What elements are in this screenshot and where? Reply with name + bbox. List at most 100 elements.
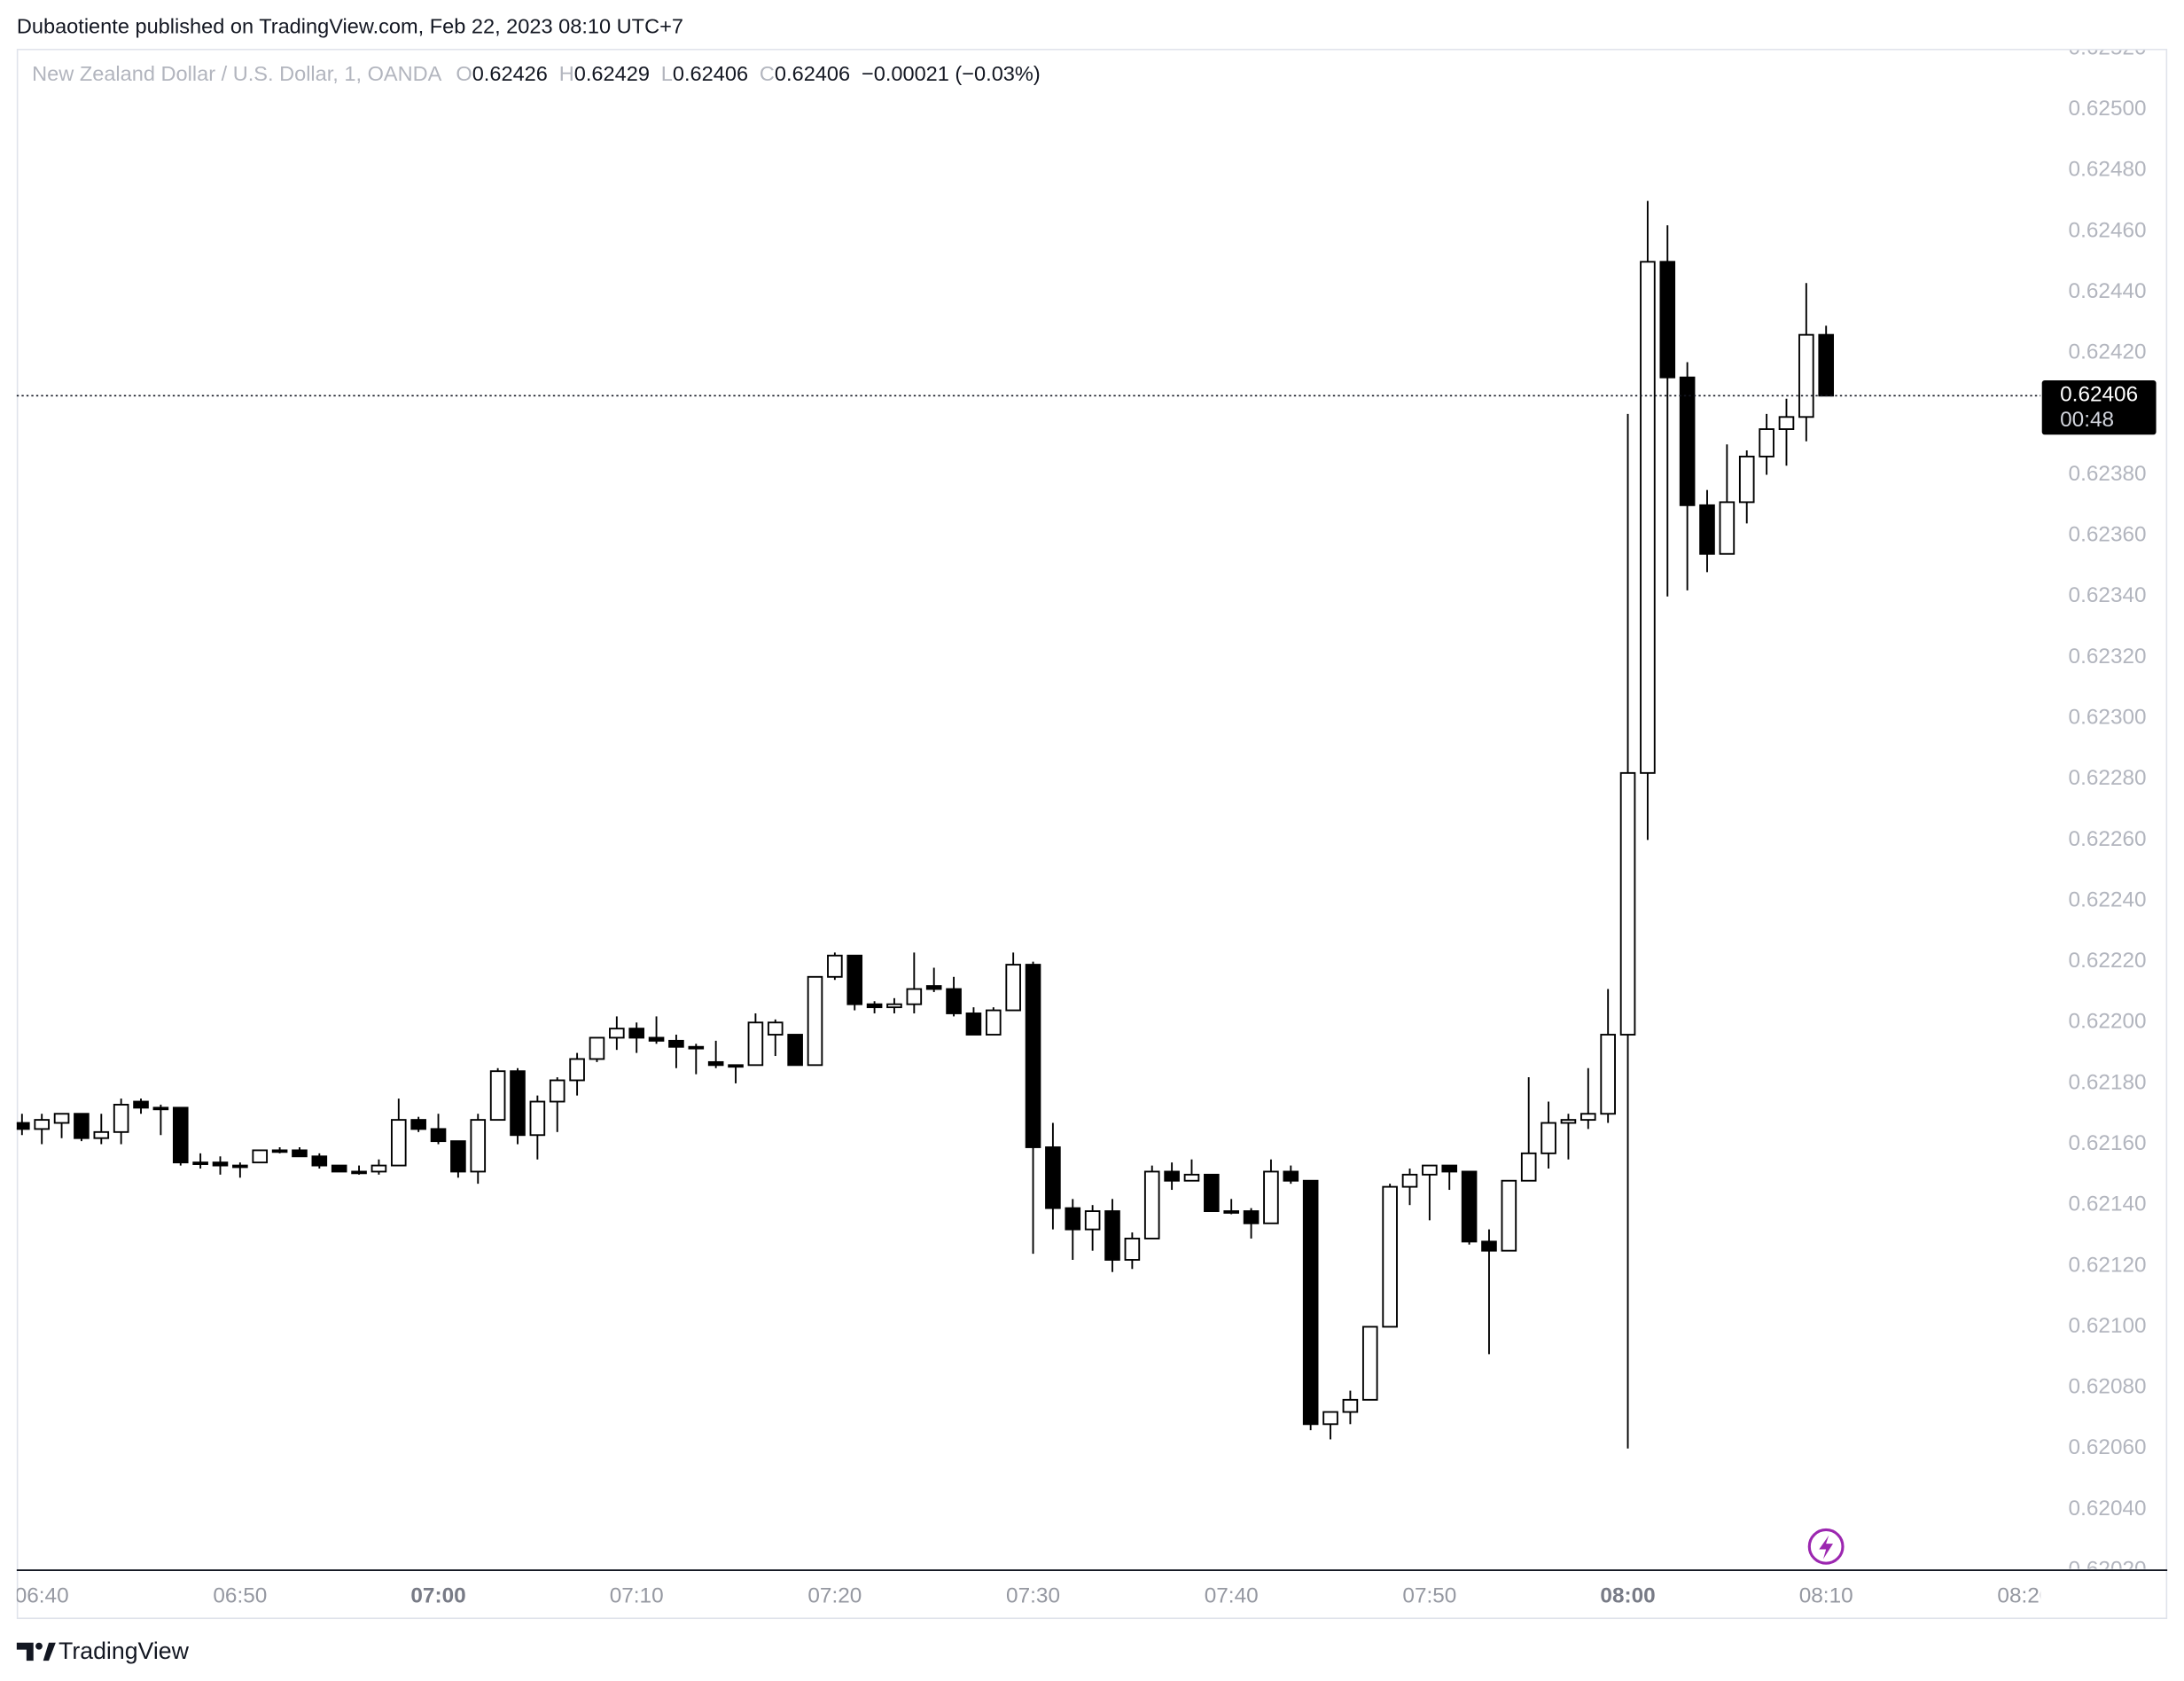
logo-shape bbox=[43, 1642, 56, 1661]
candle-body bbox=[1699, 504, 1715, 555]
candle-body bbox=[1422, 1164, 1438, 1176]
candle-body bbox=[370, 1164, 387, 1173]
candle-body bbox=[1818, 333, 1835, 397]
logo-shape bbox=[16, 1642, 34, 1661]
candle-body bbox=[1263, 1170, 1279, 1224]
candle-body bbox=[1204, 1173, 1220, 1213]
lightning-icon[interactable] bbox=[1807, 1528, 1845, 1565]
candle-body bbox=[589, 1036, 605, 1060]
candle-body bbox=[1461, 1170, 1478, 1243]
legend-label: C bbox=[760, 62, 775, 85]
chart-frame bbox=[16, 49, 2168, 1620]
candle-body bbox=[1679, 376, 1696, 506]
candle-body bbox=[351, 1170, 367, 1175]
candle-body bbox=[34, 1119, 50, 1130]
y-tick-label: 0.62520 bbox=[2069, 35, 2147, 59]
legend-label: O bbox=[456, 62, 472, 85]
candle-body bbox=[1322, 1411, 1338, 1426]
candle-body bbox=[965, 1013, 982, 1036]
x-tick-label: 06:40 bbox=[15, 1583, 69, 1607]
candle-body bbox=[1600, 1034, 1616, 1115]
symbol-title: New Zealand Dollar / U.S. Dollar, 1, OAN… bbox=[32, 62, 442, 85]
candle-body bbox=[1302, 1179, 1319, 1426]
icon-ring[interactable] bbox=[1807, 1528, 1845, 1565]
y-tick-label: 0.62480 bbox=[2069, 158, 2147, 182]
candle-body bbox=[747, 1021, 764, 1067]
candle-body bbox=[1243, 1210, 1260, 1224]
candle-body bbox=[1759, 428, 1774, 457]
candle-body bbox=[1778, 416, 1795, 430]
candle-body bbox=[767, 1021, 784, 1036]
x-tick-label: 06:50 bbox=[213, 1583, 267, 1607]
candle-body bbox=[1520, 1152, 1537, 1182]
candle-body bbox=[252, 1149, 269, 1164]
candle-body bbox=[549, 1079, 566, 1103]
y-tick-label: 0.62120 bbox=[2069, 1253, 2147, 1277]
legend-value: 0.62406 bbox=[775, 62, 850, 85]
candle-body bbox=[470, 1119, 487, 1173]
candle-body bbox=[668, 1039, 684, 1048]
candle-body bbox=[807, 975, 823, 1067]
candle-body bbox=[648, 1036, 665, 1042]
candle-body bbox=[271, 1149, 288, 1153]
candle-body bbox=[529, 1100, 546, 1137]
publisher: Dubaotiente published on TradingView.com… bbox=[17, 15, 683, 38]
x-tick-label: 07:40 bbox=[1205, 1583, 1259, 1607]
y-tick-label: 0.62320 bbox=[2069, 645, 2147, 668]
candle-body bbox=[1183, 1173, 1200, 1182]
y-tick-label: 0.62280 bbox=[2069, 766, 2147, 790]
candle-body bbox=[925, 985, 942, 990]
candle-body bbox=[1719, 501, 1736, 555]
candle-body bbox=[489, 1070, 506, 1122]
candle-body bbox=[569, 1058, 585, 1082]
candle-body bbox=[410, 1119, 426, 1130]
candle-body bbox=[1640, 261, 1656, 774]
candle-body bbox=[1084, 1210, 1101, 1231]
candle-body bbox=[390, 1119, 407, 1167]
candle-body bbox=[113, 1103, 129, 1133]
y-tick-label: 0.62240 bbox=[2069, 887, 2147, 911]
candle-body bbox=[1501, 1179, 1517, 1252]
candle-body bbox=[1005, 964, 1021, 1012]
candle-body bbox=[450, 1140, 466, 1173]
x-tick-label: 07:30 bbox=[1006, 1583, 1060, 1607]
candle-body bbox=[1143, 1170, 1160, 1239]
legend: New Zealand Dollar / U.S. Dollar, 1, OAN… bbox=[32, 62, 1041, 85]
y-tick-label: 0.62060 bbox=[2069, 1435, 2147, 1459]
y-tick-label: 0.62080 bbox=[2069, 1375, 2147, 1399]
candle-body bbox=[866, 1003, 883, 1009]
candle-body bbox=[1659, 261, 1676, 379]
candle-body bbox=[1361, 1325, 1378, 1401]
candle-body bbox=[1798, 333, 1814, 418]
candle-body bbox=[1560, 1119, 1577, 1124]
candle-body bbox=[1580, 1113, 1596, 1122]
x-tick-label: 07:00 bbox=[410, 1583, 465, 1607]
x-tick-label: 08:00 bbox=[1600, 1583, 1655, 1607]
candle-body bbox=[609, 1028, 625, 1039]
candle-body bbox=[1619, 771, 1636, 1036]
x-tick-label: 08:10 bbox=[1799, 1583, 1853, 1607]
y-tick-label: 0.62260 bbox=[2069, 827, 2147, 851]
candle-body bbox=[1382, 1185, 1398, 1328]
candle-body bbox=[985, 1009, 1002, 1036]
y-tick-label: 0.62380 bbox=[2069, 462, 2147, 486]
plot-area bbox=[16, 200, 1835, 1449]
candle-body bbox=[1342, 1398, 1359, 1413]
candle-body bbox=[1065, 1207, 1081, 1231]
candle-body bbox=[906, 988, 923, 1005]
candle-body bbox=[1738, 455, 1755, 504]
y-tick-label: 0.62020 bbox=[2069, 1557, 2147, 1581]
candle-body bbox=[53, 1113, 70, 1124]
candle-body bbox=[1045, 1146, 1061, 1209]
y-tick-label: 0.62300 bbox=[2069, 706, 2147, 730]
candle-body bbox=[1124, 1238, 1141, 1261]
candle-body bbox=[688, 1045, 705, 1050]
countdown-label: 00:48 bbox=[2060, 408, 2114, 432]
candle-body bbox=[192, 1161, 208, 1165]
icon-bolt[interactable] bbox=[1819, 1535, 1833, 1560]
legend-value: 0.62406 bbox=[673, 62, 748, 85]
y-tick-label: 0.62140 bbox=[2069, 1192, 2147, 1216]
candle-body bbox=[1283, 1170, 1299, 1182]
